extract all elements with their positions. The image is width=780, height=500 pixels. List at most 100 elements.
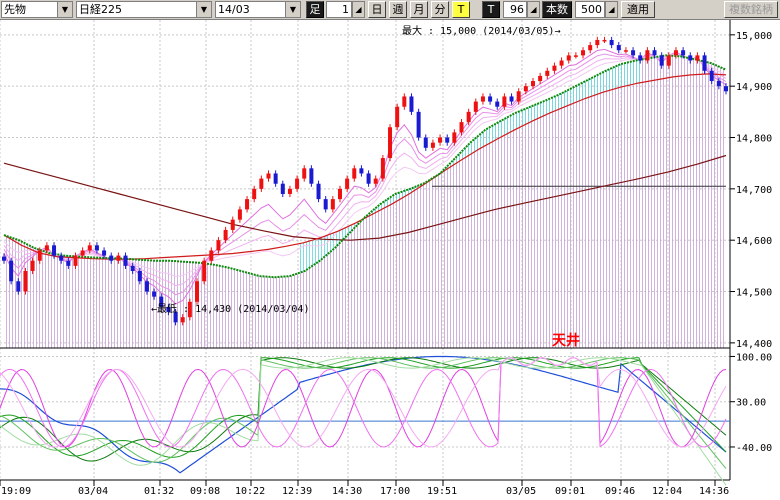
candle-body: [94, 245, 99, 251]
candle-body: [252, 188, 257, 200]
candle-body: [631, 50, 636, 56]
period-tick-button[interactable]: T: [452, 1, 470, 18]
multi-symbol-button[interactable]: 複数銘柄: [724, 1, 778, 18]
ma-darkred-line: [3, 154, 727, 241]
candle-body: [559, 60, 564, 66]
period-week-button[interactable]: 週: [389, 1, 407, 18]
chevron-down-icon: ▼: [196, 2, 211, 17]
apply-button[interactable]: 適用: [621, 1, 655, 18]
candle-body: [473, 101, 478, 112]
candle-body: [316, 183, 321, 200]
y-tick-label: 14,700: [736, 185, 772, 196]
oscillator-line: [0, 357, 727, 458]
oscillator-line: [0, 357, 727, 448]
candle-body: [209, 250, 214, 261]
y-tick-label: 14,500: [736, 288, 772, 299]
candle-body: [195, 281, 200, 302]
candle-body: [388, 127, 393, 159]
symbol-select[interactable]: 日経225 ▼: [76, 1, 212, 18]
candle-body: [409, 96, 414, 112]
candle-body: [509, 96, 514, 102]
candle-body: [566, 55, 571, 61]
candle-body: [123, 255, 128, 266]
candle-body: [9, 260, 14, 282]
candle-body: [416, 111, 421, 138]
candle-body: [523, 86, 528, 92]
candle-body: [538, 75, 543, 82]
y-tick-label: 14,900: [736, 82, 772, 93]
type-select[interactable]: 先物 ▼: [1, 1, 73, 18]
interval-input[interactable]: 1: [326, 1, 352, 18]
candle-body: [595, 39, 600, 46]
contract-select[interactable]: 14/03 ▼: [215, 1, 301, 18]
min-annotation: ←最低 : 14,430 (2014/03/04): [151, 302, 309, 315]
candle-body: [259, 178, 264, 189]
candle-body: [52, 245, 57, 256]
oscillator-lines: [0, 355, 727, 486]
candle-body: [702, 55, 707, 71]
candle-body: [109, 255, 114, 261]
x-tick-label: 09:08: [190, 486, 220, 497]
candle-body: [581, 50, 586, 56]
period-day-button[interactable]: 日: [368, 1, 386, 18]
candle-body: [645, 50, 650, 61]
period-month-button[interactable]: 月: [410, 1, 428, 18]
candle-body: [23, 270, 28, 292]
candle-body: [552, 65, 557, 71]
candle-body: [116, 255, 121, 261]
candle-body: [716, 81, 721, 87]
symbol-select-value: 日経225: [79, 3, 122, 16]
candle-body: [688, 55, 693, 61]
interval-spinner[interactable]: ◢: [352, 1, 365, 18]
candle-body: [659, 55, 664, 66]
candle-body: [709, 70, 714, 82]
x-tick-label: 09:01: [555, 486, 585, 497]
candle-body: [302, 168, 307, 179]
candle-body: [187, 301, 192, 318]
y-tick-label: 15,000: [736, 31, 772, 42]
oscillator-line: [0, 357, 727, 486]
candle-body: [80, 250, 85, 256]
candle-body: [502, 96, 507, 107]
y-tick-label: 14,600: [736, 236, 772, 247]
candle-body: [166, 306, 171, 313]
candle-body: [2, 256, 6, 261]
candle-body: [380, 158, 385, 179]
candle-body: [237, 209, 242, 220]
candle-body: [223, 229, 228, 241]
bar-count-input[interactable]: 500: [575, 1, 605, 18]
bar-count-spinner[interactable]: ◢: [605, 1, 618, 18]
band-fill-cyan: [300, 59, 640, 273]
candle-body: [616, 45, 621, 51]
candle-body: [202, 260, 207, 282]
candle-body: [530, 81, 535, 87]
candle-body: [44, 245, 49, 251]
tick-count-input[interactable]: 96: [503, 1, 527, 18]
candle-body: [137, 270, 142, 282]
type-select-value: 先物: [4, 3, 26, 16]
x-tick-labels: 19:09 03/04 01:32 09:08 10:22 12:39 14:30 17:00…: [0, 480, 729, 497]
candle-body: [516, 91, 521, 102]
candle-body: [366, 173, 371, 184]
y-tick-label: 14,400: [736, 339, 772, 350]
candle-body: [395, 106, 400, 128]
chevron-down-icon: ▼: [285, 2, 300, 17]
candle-body: [280, 183, 285, 194]
candle-body: [30, 260, 35, 271]
candle-body: [588, 45, 593, 51]
candle-body: [695, 55, 700, 61]
ashi-label: 足: [306, 1, 324, 18]
candle-body: [245, 199, 250, 210]
candle-body: [16, 281, 21, 292]
candle-body: [352, 168, 357, 179]
candle-body: [673, 50, 678, 56]
tick-spinner[interactable]: ◢: [527, 1, 540, 18]
price-chart: 最大 : 15,000 (2014/03/05)→ ←最低 : 14,430 (…: [0, 20, 772, 497]
candle-body: [609, 39, 614, 46]
y-tick-labels: 15,000 14,900 14,800 14,700 14,600 14,500 14,4…: [730, 31, 772, 454]
x-tick-label: 01:32: [144, 486, 174, 497]
period-minute-button[interactable]: 分: [431, 1, 449, 18]
oscillator-line: [0, 357, 727, 469]
oscillator-line: [0, 357, 727, 448]
candle-body: [652, 50, 657, 56]
